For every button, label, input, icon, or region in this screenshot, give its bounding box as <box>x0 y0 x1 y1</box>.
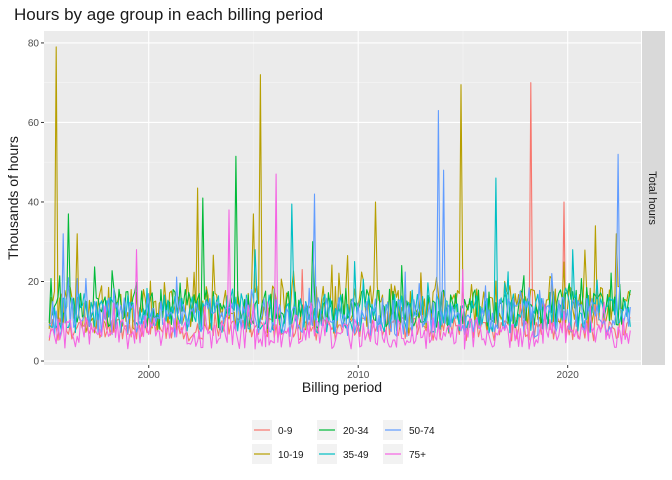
facet-strip <box>642 31 665 365</box>
legend-label: 20-34 <box>343 426 369 437</box>
y-tick-label: 20 <box>28 277 40 288</box>
x-axis-title: Billing period <box>302 379 382 395</box>
y-tick-label: 40 <box>28 197 40 208</box>
x-tick-label: 2020 <box>557 370 580 381</box>
series-line-35-49 <box>48 177 631 334</box>
major-gridlines <box>44 31 641 365</box>
legend-background <box>244 412 444 468</box>
series-lines <box>48 46 631 350</box>
series-line-50-74 <box>48 109 631 338</box>
y-tick-label: 0 <box>33 357 39 368</box>
y-tick-label: 80 <box>28 38 40 49</box>
x-axis-ticks: 2000 2010 2020 <box>138 365 580 381</box>
legend: 0-9 10-19 20-34 35-49 50-74 75+ <box>244 412 444 468</box>
y-tick-label: 60 <box>28 118 40 129</box>
legend-label: 0-9 <box>278 426 293 437</box>
x-tick-label: 2000 <box>138 370 161 381</box>
legend-label: 10-19 <box>278 450 304 461</box>
legend-label: 50-74 <box>409 426 435 437</box>
legend-label: 75+ <box>409 450 426 461</box>
legend-label: 35-49 <box>343 450 369 461</box>
y-axis-ticks: 0 20 40 60 80 <box>28 38 44 368</box>
chart-title: Hours by age group in each billing perio… <box>14 5 323 24</box>
facet-strip-label: Total hours <box>646 171 658 225</box>
series-line-75+ <box>48 173 631 350</box>
y-axis-title: Thousands of hours <box>5 136 21 260</box>
x-tick-label: 2010 <box>347 370 370 381</box>
